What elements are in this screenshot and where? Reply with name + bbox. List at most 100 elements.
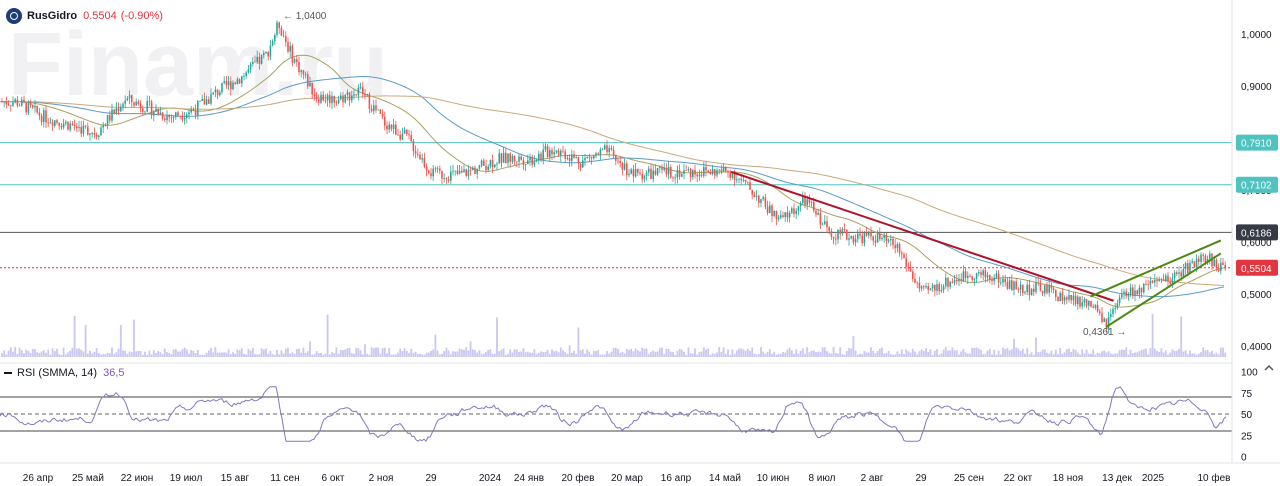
volume-bar — [282, 353, 285, 357]
volume-bar — [1024, 353, 1026, 357]
high-annotation: ← 1,0400 — [283, 11, 327, 22]
candle-body — [326, 94, 329, 101]
volume-bar — [144, 351, 146, 357]
volume-bar — [588, 351, 591, 357]
candle-body — [1008, 280, 1011, 289]
volume-bar — [1043, 349, 1046, 357]
volume-bar — [179, 351, 182, 357]
candle-body — [62, 123, 65, 128]
candle-body — [714, 169, 716, 176]
volume-bar — [806, 347, 809, 357]
volume-bar — [339, 349, 342, 357]
volume-bar — [1162, 352, 1165, 357]
volume-bar — [826, 351, 828, 357]
candle-body — [1147, 284, 1149, 285]
candle-body — [329, 94, 331, 104]
chevron-up-icon[interactable] — [1262, 361, 1276, 375]
volume-bar — [12, 351, 14, 357]
candle-body — [892, 238, 894, 246]
volume-bar — [1021, 348, 1024, 357]
candle-body — [25, 102, 27, 113]
candle-body — [1129, 287, 1132, 294]
candle-body — [707, 170, 709, 173]
candle-body — [1039, 283, 1042, 291]
candle-body — [610, 147, 613, 150]
candle-body — [511, 155, 514, 162]
rsi-line — [0, 386, 1227, 443]
candle-body — [1052, 288, 1055, 291]
candle-body — [619, 160, 621, 164]
volume-bar — [430, 350, 432, 357]
candle-body — [245, 72, 247, 77]
moving-averages — [0, 54, 1225, 308]
candle-body — [612, 149, 615, 156]
candle-body — [353, 94, 355, 96]
volume-bar — [302, 347, 305, 357]
candle-body — [93, 132, 96, 135]
badge-teal-high — [1236, 134, 1278, 151]
candle-body — [938, 284, 940, 292]
candle-body — [896, 243, 899, 249]
candle-body — [197, 101, 199, 116]
volume-bar — [168, 352, 171, 357]
volume-bar — [203, 354, 206, 357]
volume-bar — [1065, 349, 1068, 357]
candle-body — [1114, 307, 1116, 310]
candle-body — [1138, 287, 1141, 295]
volume-bar — [1178, 348, 1180, 357]
volume-bar — [276, 349, 278, 357]
candle-body — [824, 221, 826, 225]
volume-bar — [1151, 313, 1154, 357]
volume-bar — [749, 350, 751, 357]
volume-bar — [25, 349, 28, 357]
candle-body — [432, 168, 434, 177]
volume-bar — [1074, 350, 1077, 357]
volume-bar — [141, 354, 144, 357]
time-tick: 29 — [425, 473, 437, 484]
volume-bar — [216, 352, 219, 357]
volume-bar — [885, 352, 888, 357]
volume-bar — [436, 350, 439, 357]
symbol-name[interactable]: RusGidro — [27, 10, 78, 22]
horizontal-levels — [0, 142, 1232, 269]
volume-bar — [1019, 350, 1022, 357]
candle-body — [573, 154, 575, 158]
candle-body — [1066, 297, 1068, 300]
candle-body — [540, 153, 542, 160]
volume-bar — [194, 353, 197, 357]
volume-bar — [828, 353, 831, 357]
volume-bar — [718, 347, 721, 357]
rsi-label[interactable]: RSI (SMMA, 14) — [17, 367, 98, 379]
candle-body — [364, 94, 366, 96]
candle-body — [1055, 290, 1057, 297]
candle-body — [348, 92, 351, 101]
volume-bar — [859, 353, 861, 357]
candle-body — [12, 102, 14, 106]
candle-body — [142, 108, 144, 112]
volume-bar — [359, 350, 362, 357]
volume-bar — [658, 348, 661, 357]
volume-bar — [643, 348, 646, 357]
volume-bar — [205, 352, 208, 357]
volume-bar — [881, 347, 883, 357]
volume-bar — [650, 352, 652, 357]
candle-body — [925, 286, 927, 288]
volume-bar — [487, 349, 490, 357]
candle-body — [1209, 253, 1211, 259]
candle-body — [1151, 280, 1154, 283]
candle-body — [978, 272, 980, 274]
candle-body — [126, 98, 129, 101]
candle-body — [788, 212, 791, 218]
volume-bar — [944, 347, 947, 357]
volume-bar — [1114, 353, 1117, 357]
candle-body — [861, 235, 863, 244]
candle-body — [1006, 282, 1009, 289]
candle-body — [168, 115, 170, 118]
volume-bar — [423, 354, 426, 357]
volume-bar — [498, 351, 501, 357]
volume-bar — [995, 354, 998, 357]
volume-bar — [181, 349, 184, 357]
volume-bar — [298, 348, 300, 357]
volume-bar — [641, 347, 644, 357]
